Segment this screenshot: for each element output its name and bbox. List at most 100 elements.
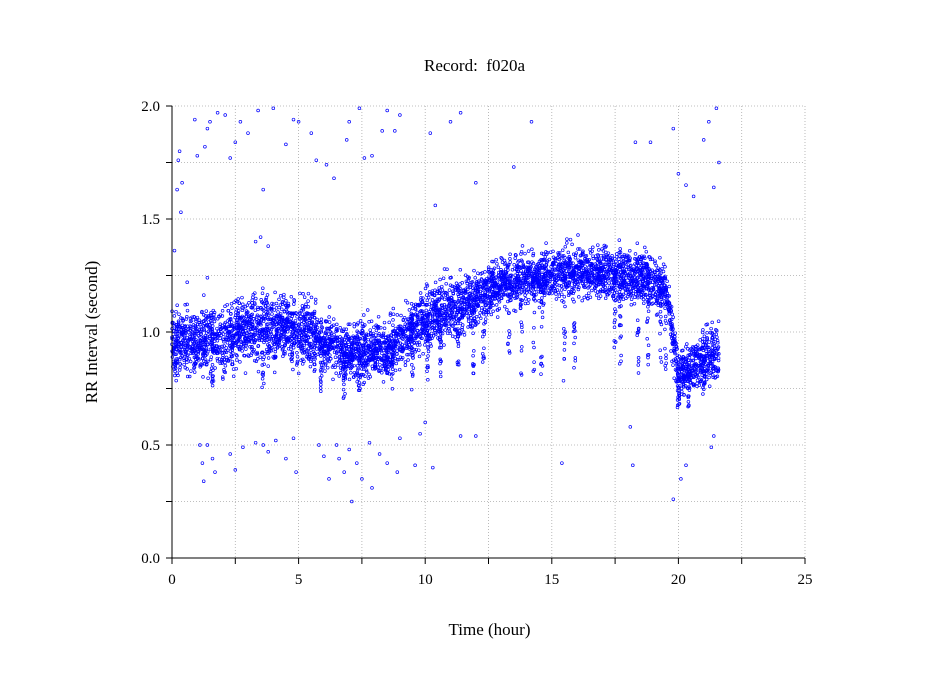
data-point [355, 364, 360, 368]
data-point [352, 335, 357, 340]
data-point [573, 256, 578, 260]
data-point [653, 277, 658, 281]
data-point [374, 355, 379, 359]
data-point [678, 358, 683, 362]
data-point [455, 310, 459, 314]
data-point [440, 284, 444, 289]
data-point [598, 294, 603, 298]
data-point [428, 292, 432, 296]
data-point [667, 294, 671, 298]
data-point [580, 250, 585, 255]
data-point [600, 283, 605, 287]
data-point [389, 333, 394, 337]
data-point [681, 381, 685, 386]
data-point [424, 308, 428, 313]
data-point [355, 379, 359, 384]
data-point [246, 337, 250, 342]
data-point [417, 354, 422, 359]
data-point [605, 270, 609, 275]
data-point [438, 288, 442, 293]
data-point [421, 352, 425, 356]
data-point [322, 336, 327, 341]
data-point [251, 349, 255, 354]
data-point [284, 336, 289, 341]
data-point [705, 351, 709, 356]
data-point [322, 343, 327, 347]
data-point [486, 265, 491, 269]
data-point [698, 352, 703, 357]
data-point [516, 280, 521, 285]
data-point [250, 319, 254, 324]
data-point [286, 340, 290, 345]
data-point [361, 350, 365, 354]
data-point [192, 370, 197, 374]
data-point [300, 357, 305, 362]
data-point [520, 271, 525, 276]
data-point [182, 358, 186, 363]
data-point [224, 355, 229, 360]
data-point [443, 328, 448, 332]
data-point [411, 313, 415, 317]
data-point [543, 265, 547, 269]
data-point [360, 372, 364, 377]
data-point [257, 338, 262, 343]
data-point [185, 374, 190, 379]
data-point [259, 315, 264, 319]
data-point [183, 303, 187, 307]
data-point [480, 271, 484, 275]
data-point [556, 290, 561, 295]
data-point [434, 313, 439, 317]
data-point [603, 262, 608, 267]
data-point [533, 287, 538, 291]
data-point [185, 353, 189, 358]
data-point [476, 291, 481, 296]
data-point [671, 363, 675, 367]
data-point [631, 286, 635, 290]
data-point [355, 367, 360, 372]
data-point [526, 260, 531, 264]
data-point [266, 303, 270, 307]
data-point [519, 290, 523, 295]
data-point [299, 358, 303, 363]
data-point [582, 284, 586, 289]
data-point [272, 370, 277, 375]
data-point [260, 332, 264, 336]
data-point [331, 317, 336, 321]
data-point [226, 308, 231, 313]
data-point [303, 312, 308, 316]
data-point [504, 271, 509, 275]
data-point [334, 360, 338, 365]
data-point [262, 340, 266, 345]
data-point [352, 324, 357, 329]
data-point [574, 264, 579, 268]
data-point [312, 309, 317, 314]
data-point [563, 275, 568, 280]
data-point [686, 363, 691, 367]
data-point [502, 262, 507, 266]
data-point [415, 302, 420, 307]
data-point [434, 318, 438, 323]
data-point [406, 340, 410, 345]
data-point [471, 282, 476, 286]
data-point [468, 324, 472, 329]
data-point [224, 346, 228, 350]
data-point [562, 266, 567, 271]
data-point [224, 326, 228, 330]
data-point [218, 350, 222, 355]
data-point [560, 277, 565, 281]
data-point [251, 295, 255, 300]
data-point [501, 269, 505, 274]
data-point [648, 293, 653, 297]
data-point [245, 303, 249, 308]
data-point [175, 371, 179, 375]
data-point [442, 313, 447, 318]
data-point [391, 339, 396, 343]
data-point [266, 364, 270, 368]
data-point [596, 252, 600, 257]
data-point [609, 285, 614, 290]
data-point [489, 312, 494, 317]
data-point [627, 284, 631, 289]
data-point [450, 301, 455, 306]
data-point [568, 237, 573, 242]
data-point [709, 326, 713, 331]
